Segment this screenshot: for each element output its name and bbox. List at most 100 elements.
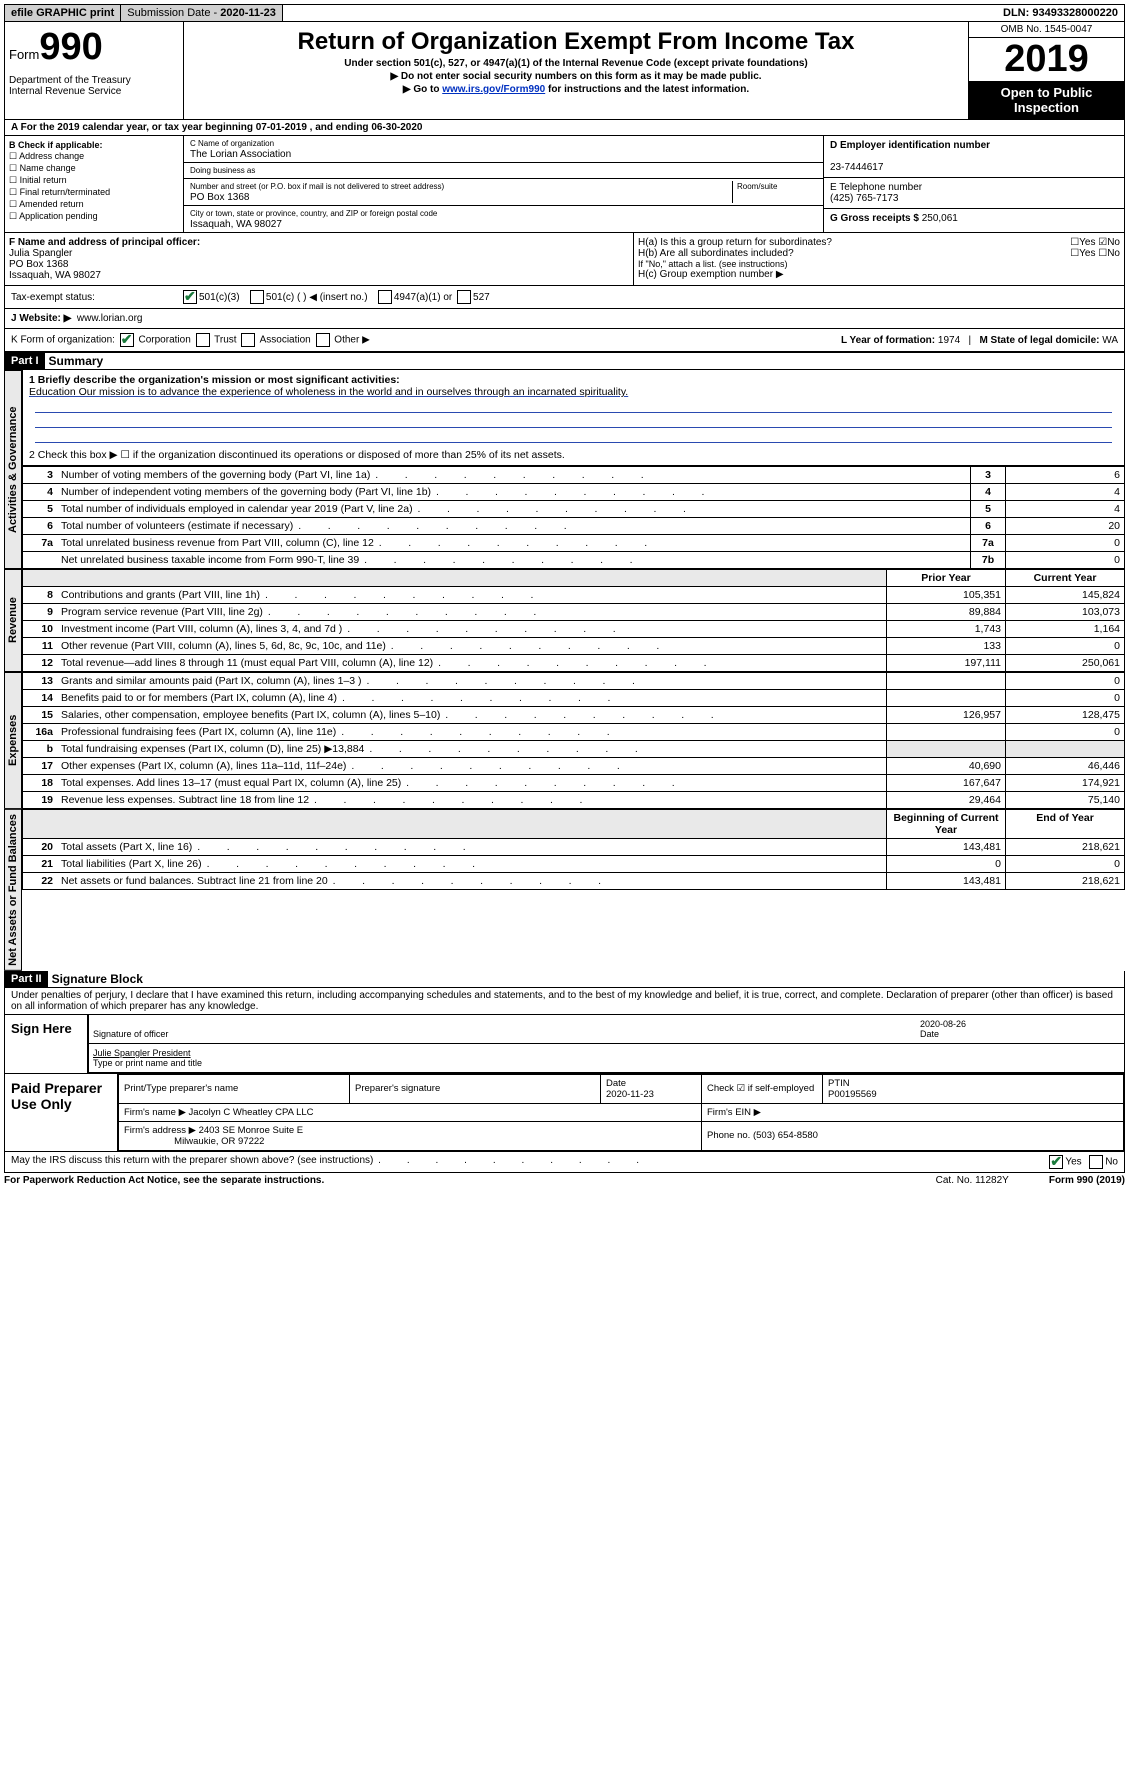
officer-row: F Name and address of principal officer:…	[4, 233, 1125, 286]
omb-number: OMB No. 1545-0047	[969, 22, 1124, 38]
chk-amended[interactable]: ☐ Amended return	[9, 199, 179, 210]
table-row: 16aProfessional fundraising fees (Part I…	[23, 724, 1125, 741]
table-netassets: Beginning of Current YearEnd of Year20To…	[22, 809, 1125, 890]
org-name: The Lorian Association	[190, 149, 291, 160]
dba-label: Doing business as	[190, 166, 255, 175]
instruction-1: ▶ Do not enter social security numbers o…	[188, 71, 964, 82]
perjury-declaration: Under penalties of perjury, I declare th…	[4, 988, 1125, 1015]
chk-app-pending[interactable]: ☐ Application pending	[9, 211, 179, 222]
table-row: 5Total number of individuals employed in…	[23, 501, 1125, 518]
table-row: 8Contributions and grants (Part VIII, li…	[23, 587, 1125, 604]
sign-here-label: Sign Here	[5, 1015, 89, 1073]
instruction-2: ▶ Go to www.irs.gov/Form990 for instruct…	[188, 84, 964, 95]
signature-block: Sign Here Signature of officer 2020-08-2…	[4, 1015, 1125, 1074]
vtab-expenses: Expenses	[4, 672, 22, 809]
org-address: PO Box 1368	[190, 192, 249, 203]
chk-assoc[interactable]	[241, 333, 255, 347]
discuss-yes[interactable]	[1049, 1155, 1063, 1169]
website-value: www.lorian.org	[77, 313, 143, 324]
part1-title: Summary	[49, 354, 104, 368]
state-domicile: WA	[1102, 335, 1118, 346]
tax-year: 2019	[969, 38, 1124, 81]
table-row: 9Program service revenue (Part VIII, lin…	[23, 604, 1125, 621]
dln: DLN: 93493328000220	[997, 5, 1124, 21]
table-expenses: 13Grants and similar amounts paid (Part …	[22, 672, 1125, 809]
phone: (425) 765-7173	[830, 193, 898, 204]
table-row: Net unrelated business taxable income fr…	[23, 552, 1125, 569]
ptin: P00195569	[828, 1089, 877, 1100]
part2-bar: Part II	[5, 971, 48, 987]
tax-period: A For the 2019 calendar year, or tax yea…	[4, 120, 1125, 136]
org-city: Issaquah, WA 98027	[190, 219, 282, 230]
submission-date: Submission Date - 2020-11-23	[121, 5, 283, 21]
website-row: J Website: ▶ www.lorian.org	[4, 309, 1125, 329]
k-org-row: K Form of organization: Corporation Trus…	[4, 329, 1125, 352]
section-revenue: Revenue Prior YearCurrent Year8Contribut…	[4, 569, 1125, 672]
table-row: 7aTotal unrelated business revenue from …	[23, 535, 1125, 552]
table-row: 4Number of independent voting members of…	[23, 484, 1125, 501]
chk-527[interactable]	[457, 290, 471, 304]
chk-trust[interactable]	[196, 333, 210, 347]
firm-ein-label: Firm's EIN ▶	[702, 1103, 1124, 1121]
department: Department of the Treasury Internal Reve…	[9, 75, 179, 97]
table-row: 18Total expenses. Add lines 13–17 (must …	[23, 775, 1125, 792]
table-row: 12Total revenue—add lines 8 through 11 (…	[23, 655, 1125, 672]
paid-preparer-label: Paid Preparer Use Only	[5, 1074, 118, 1151]
vtab-netassets: Net Assets or Fund Balances	[4, 809, 22, 971]
discuss-row: May the IRS discuss this return with the…	[4, 1152, 1125, 1173]
part2-title: Signature Block	[52, 972, 143, 986]
discuss-no[interactable]	[1089, 1155, 1103, 1169]
chk-501c3[interactable]	[183, 290, 197, 304]
section-activities-governance: Activities & Governance 1 Briefly descri…	[4, 370, 1125, 569]
form-subtitle: Under section 501(c), 527, or 4947(a)(1)…	[188, 58, 964, 69]
sig-date: 2020-08-26	[920, 1019, 966, 1029]
line-2: 2 Check this box ▶ ☐ if the organization…	[29, 449, 1118, 461]
ein: 23-7444617	[830, 162, 883, 173]
table-row: 3Number of voting members of the governi…	[23, 467, 1125, 484]
table-revenue: Prior YearCurrent Year8Contributions and…	[22, 569, 1125, 672]
table-row: 17Other expenses (Part IX, column (A), l…	[23, 758, 1125, 775]
self-employed-check[interactable]: Check ☑ if self-employed	[702, 1074, 823, 1103]
box-b: B Check if applicable: ☐ Address change …	[5, 136, 184, 232]
chk-501c[interactable]	[250, 290, 264, 304]
table-row: 21Total liabilities (Part X, line 26)00	[23, 856, 1125, 873]
form-header: Form990 Department of the Treasury Inter…	[4, 22, 1125, 120]
form-number: Form990	[9, 26, 179, 69]
chk-initial-return[interactable]: ☐ Initial return	[9, 175, 179, 186]
chk-other[interactable]	[316, 333, 330, 347]
chk-4947[interactable]	[378, 290, 392, 304]
mission-text: Education Our mission is to advance the …	[29, 386, 628, 398]
box-c: C Name of organizationThe Lorian Associa…	[184, 136, 824, 232]
table-row: 11Other revenue (Part VIII, column (A), …	[23, 638, 1125, 655]
table-row: 22Net assets or fund balances. Subtract …	[23, 873, 1125, 890]
table-row: 10Investment income (Part VIII, column (…	[23, 621, 1125, 638]
chk-final-return[interactable]: ☐ Final return/terminated	[9, 187, 179, 198]
chk-name-change[interactable]: ☐ Name change	[9, 163, 179, 174]
firm-address: 2403 SE Monroe Suite E	[199, 1125, 304, 1136]
vtab-ag: Activities & Governance	[4, 370, 22, 569]
table-row: 14Benefits paid to or for members (Part …	[23, 690, 1125, 707]
part1-bar: Part I	[5, 353, 45, 369]
chk-address-change[interactable]: ☐ Address change	[9, 151, 179, 162]
table-row: 15Salaries, other compensation, employee…	[23, 707, 1125, 724]
top-bar: efile GRAPHIC print Submission Date - 20…	[4, 4, 1125, 22]
table-row: bTotal fundraising expenses (Part IX, co…	[23, 741, 1125, 758]
box-d-e-g: D Employer identification number23-74446…	[824, 136, 1124, 232]
chk-corp[interactable]	[120, 333, 134, 347]
year-formation: 1974	[938, 335, 960, 346]
officer-name-title: Julie Spangler President	[93, 1048, 191, 1058]
firm-phone: (503) 654-8580	[753, 1130, 818, 1141]
efile-print-button[interactable]: efile GRAPHIC print	[5, 5, 121, 21]
table-ag: 3Number of voting members of the governi…	[22, 466, 1125, 569]
section-net-assets: Net Assets or Fund Balances Beginning of…	[4, 809, 1125, 971]
form-title: Return of Organization Exempt From Incom…	[188, 28, 964, 56]
tax-status-row: Tax-exempt status: 501(c)(3) 501(c) ( ) …	[4, 286, 1125, 309]
open-to-public: Open to Public Inspection	[969, 81, 1124, 119]
table-row: 19Revenue less expenses. Subtract line 1…	[23, 792, 1125, 809]
irs-link[interactable]: www.irs.gov/Form990	[442, 84, 545, 95]
officer-name: Julia Spangler	[9, 248, 72, 259]
vtab-revenue: Revenue	[4, 569, 22, 672]
table-row: 13Grants and similar amounts paid (Part …	[23, 673, 1125, 690]
table-row: 6Total number of volunteers (estimate if…	[23, 518, 1125, 535]
firm-name: Jacolyn C Wheatley CPA LLC	[189, 1107, 314, 1118]
